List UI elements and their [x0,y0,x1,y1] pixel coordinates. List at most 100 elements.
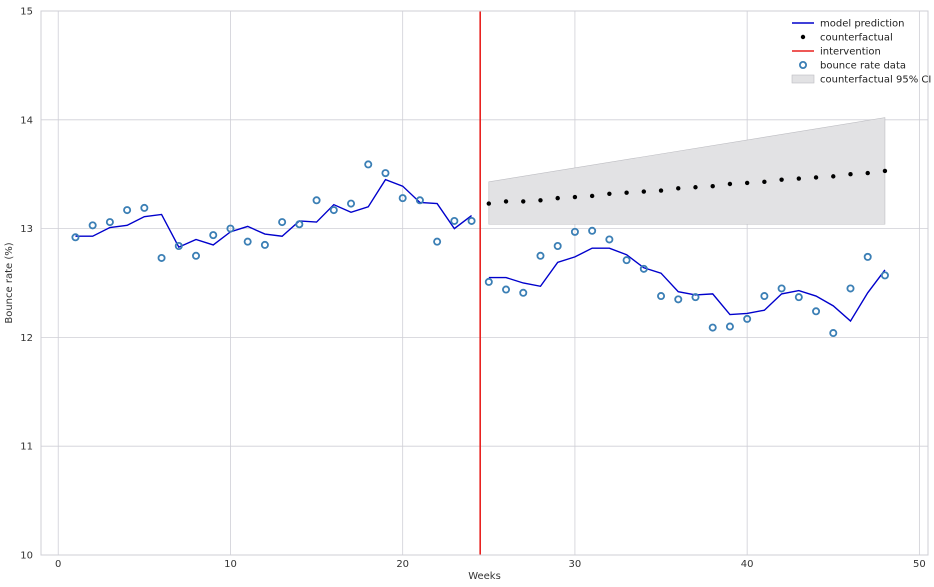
bounce-rate-marker [312,196,321,205]
legend-label: bounce rate data [820,61,906,72]
plot-frame [40,10,929,556]
counterfactual-point [796,176,802,181]
counterfactual-point [882,168,888,174]
bounce-rate-marker [347,199,356,208]
bounce-rate-marker [226,224,235,233]
bounce-rate-marker [88,221,97,230]
bounce-rate-marker [777,284,786,293]
counterfactual-point [641,189,647,194]
bounce-rate-marker [71,233,80,242]
counterfactual-point [658,188,664,193]
bounce-rate-marker [794,293,803,302]
bounce-rate-marker [691,293,700,302]
counterfactual-point [813,175,819,180]
bounce-rate-marker [467,216,476,225]
bounce-rate-marker [209,231,218,240]
counterfactual-point [779,177,784,182]
bounce-rate-marker [743,314,752,323]
legend-label: counterfactual 95% CI [820,75,931,86]
y-axis-title: Bounce rate (%) [4,242,15,323]
legend-swatch-ci [791,74,815,84]
prediction-line-segment [75,178,473,249]
counterfactual-point [848,172,853,177]
x-tick-label: 40 [741,559,754,570]
y-tick-label: 10 [20,551,33,562]
legend-item: intervention [792,47,881,58]
bounce-rate-marker [622,256,631,265]
bounce-rate-marker [708,323,717,332]
counterfactual-point [676,186,681,191]
bounce-rate-marker [639,264,648,273]
counterfactual-point [865,170,870,176]
bounce-rate-marker [140,203,149,212]
legend-swatch-data [799,61,808,70]
y-tick-label: 13 [20,224,33,235]
bounce-rate-marker [329,206,338,215]
bounce-rate-marker [553,242,562,251]
counterfactual-point [555,195,560,201]
bounce-rate-marker [123,206,132,215]
bounce-rate-marker [657,292,666,301]
y-tick-label: 11 [20,442,33,453]
x-tick-label: 30 [569,559,582,570]
bounce-rate-marker [398,194,407,203]
bounce-rate-marker [674,295,683,304]
counterfactual-point [693,185,698,190]
bounce-rate-marker [260,240,269,249]
x-tick-label: 10 [224,559,237,570]
y-tick-label: 12 [20,333,33,344]
legend-item: counterfactual 95% CI [791,74,931,86]
counterfactual-point [710,183,715,189]
x-tick-label: 20 [396,559,409,570]
bounce-rate-marker [502,285,511,294]
bounce-rate-marker [295,220,304,229]
ci-band [488,117,886,225]
legend-label: counterfactual [820,33,893,44]
bounce-rate-marker [484,277,493,286]
bounce-rate-marker [278,218,287,227]
counterfactual-point [762,179,767,185]
bounce-rate-marker [829,329,838,338]
counterfactual-point [503,199,509,204]
counterfactual-point [831,174,836,179]
bounce-rate-marker [846,284,855,293]
bounce-rate-marker [381,169,390,178]
bounce-rate-marker [519,288,528,297]
legend-item: model prediction [792,19,905,30]
counterfactual-point [624,190,629,195]
legend-label: intervention [820,47,881,58]
bounce-rate-marker [880,271,889,280]
y-tick-label: 15 [20,7,33,18]
counterfactual-point [521,199,526,204]
counterfactual-point [727,181,733,187]
bounce-rate-marker [174,242,183,251]
legend-item: bounce rate data [799,61,906,72]
legend-item: counterfactual [800,33,893,44]
counterfactual-point [607,191,612,196]
prediction-line-segment [488,247,886,323]
bounce-rate-marker [433,237,442,246]
bounce-rate-marker [450,216,459,225]
ci-band-layer [488,117,886,225]
bounce-rate-marker [157,253,166,262]
counterfactual-point [486,201,492,206]
bounce-rate-marker [415,196,424,205]
bounce-rate-marker [243,237,252,246]
bounce-rate-marker [760,292,769,301]
bounce-rate-marker [192,251,201,260]
legend: model prediction counterfactual interventi… [791,19,931,86]
counterfactual-point [572,194,578,200]
counterfactual-point [744,180,750,186]
bounce-rate-marker [570,227,579,236]
bounce-rate-marker [725,322,734,331]
counterfactual-point [538,198,543,203]
legend-swatch-counterfactual [800,34,806,40]
bounce-rate-marker [536,251,545,260]
bounce-rate-marker [605,235,614,244]
bounce-rate-marker [588,226,597,235]
grid-layer [41,10,928,556]
x-tick-label: 0 [55,559,61,570]
bounce-rate-marker [863,252,872,261]
